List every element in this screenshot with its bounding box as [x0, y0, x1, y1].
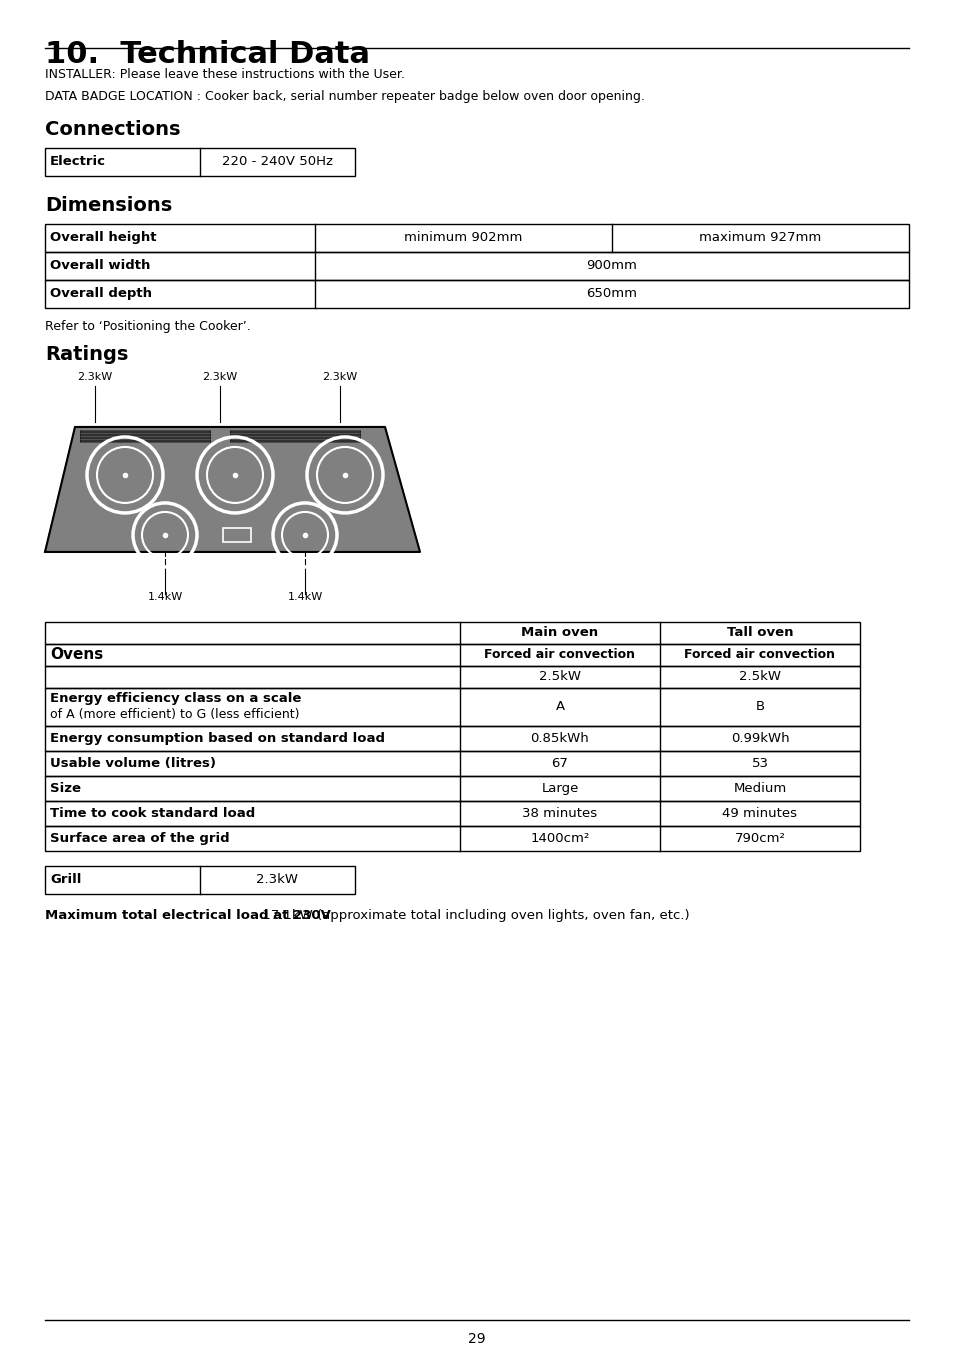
- Text: 2.3kW: 2.3kW: [322, 373, 357, 382]
- Text: minimum 902mm: minimum 902mm: [404, 231, 522, 244]
- Text: Usable volume (litres): Usable volume (litres): [50, 757, 215, 769]
- Bar: [45, 644, 859, 666]
- Bar: [45, 751, 859, 776]
- Text: 2.3kW: 2.3kW: [256, 873, 298, 887]
- Text: Main oven: Main oven: [521, 626, 598, 640]
- Text: maximum 927mm: maximum 927mm: [699, 231, 821, 244]
- Text: INSTALLER: Please leave these instructions with the User.: INSTALLER: Please leave these instructio…: [45, 68, 404, 81]
- Text: Tall oven: Tall oven: [726, 626, 792, 640]
- Text: 900mm: 900mm: [586, 259, 637, 273]
- Text: Large: Large: [540, 782, 578, 795]
- Text: 1400cm²: 1400cm²: [530, 832, 589, 845]
- Text: Refer to ‘Positioning the Cooker’.: Refer to ‘Positioning the Cooker’.: [45, 320, 251, 333]
- Text: 0.99kWh: 0.99kWh: [730, 732, 788, 745]
- Polygon shape: [45, 427, 419, 552]
- Text: Overall height: Overall height: [50, 231, 156, 244]
- Text: 650mm: 650mm: [586, 288, 637, 301]
- Bar: [45, 865, 355, 894]
- Bar: [45, 148, 355, 176]
- Text: Forced air convection: Forced air convection: [684, 648, 835, 662]
- Text: 49 minutes: 49 minutes: [721, 807, 797, 819]
- Text: 790cm²: 790cm²: [734, 832, 784, 845]
- Text: Maximum total electrical load at 230V: Maximum total electrical load at 230V: [45, 909, 331, 922]
- Text: 2.5kW: 2.5kW: [739, 671, 781, 683]
- Text: 2.5kW: 2.5kW: [538, 671, 580, 683]
- Text: 67: 67: [551, 757, 568, 769]
- Bar: [45, 776, 859, 801]
- Text: Energy efficiency class on a scale: Energy efficiency class on a scale: [50, 693, 301, 706]
- Bar: [80, 429, 210, 441]
- Text: Electric: Electric: [50, 155, 106, 169]
- Text: 0.85kWh: 0.85kWh: [530, 732, 589, 745]
- Text: DATA BADGE LOCATION : Cooker back, serial number repeater badge below oven door : DATA BADGE LOCATION : Cooker back, seria…: [45, 90, 644, 103]
- Bar: [45, 252, 908, 279]
- Text: 1.4kW: 1.4kW: [147, 591, 182, 602]
- Bar: [45, 666, 859, 688]
- Bar: [45, 279, 908, 308]
- Text: 2.3kW: 2.3kW: [202, 373, 237, 382]
- Text: Connections: Connections: [45, 120, 180, 139]
- Bar: [45, 801, 859, 826]
- Bar: [45, 726, 859, 751]
- Text: A: A: [555, 701, 564, 713]
- Text: 1.4kW: 1.4kW: [287, 591, 322, 602]
- Text: 53: 53: [751, 757, 768, 769]
- Text: 2.3kW: 2.3kW: [77, 373, 112, 382]
- Text: 29: 29: [468, 1332, 485, 1346]
- Text: 17.1kW (approximate total including oven lights, oven fan, etc.): 17.1kW (approximate total including oven…: [257, 909, 689, 922]
- Text: 38 minutes: 38 minutes: [522, 807, 597, 819]
- Text: Size: Size: [50, 782, 81, 795]
- Bar: [45, 224, 908, 252]
- Text: Medium: Medium: [733, 782, 786, 795]
- Text: 220 - 240V 50Hz: 220 - 240V 50Hz: [222, 155, 333, 169]
- Bar: [45, 826, 859, 850]
- Text: Energy consumption based on standard load: Energy consumption based on standard loa…: [50, 732, 385, 745]
- Text: Surface area of the grid: Surface area of the grid: [50, 832, 230, 845]
- Text: Forced air convection: Forced air convection: [484, 648, 635, 662]
- Text: Ovens: Ovens: [50, 648, 103, 663]
- Text: of A (more efficient) to G (less efficient): of A (more efficient) to G (less efficie…: [50, 709, 299, 721]
- Text: Time to cook standard load: Time to cook standard load: [50, 807, 255, 819]
- Text: Dimensions: Dimensions: [45, 196, 172, 215]
- Bar: [230, 429, 359, 441]
- Bar: [45, 622, 859, 644]
- Text: 10.  Technical Data: 10. Technical Data: [45, 40, 370, 69]
- Text: Overall depth: Overall depth: [50, 288, 152, 301]
- Bar: [45, 688, 859, 726]
- Bar: [223, 528, 251, 541]
- Text: Ratings: Ratings: [45, 346, 129, 365]
- Text: B: B: [755, 701, 763, 713]
- Text: Grill: Grill: [50, 873, 81, 887]
- Text: Overall width: Overall width: [50, 259, 151, 273]
